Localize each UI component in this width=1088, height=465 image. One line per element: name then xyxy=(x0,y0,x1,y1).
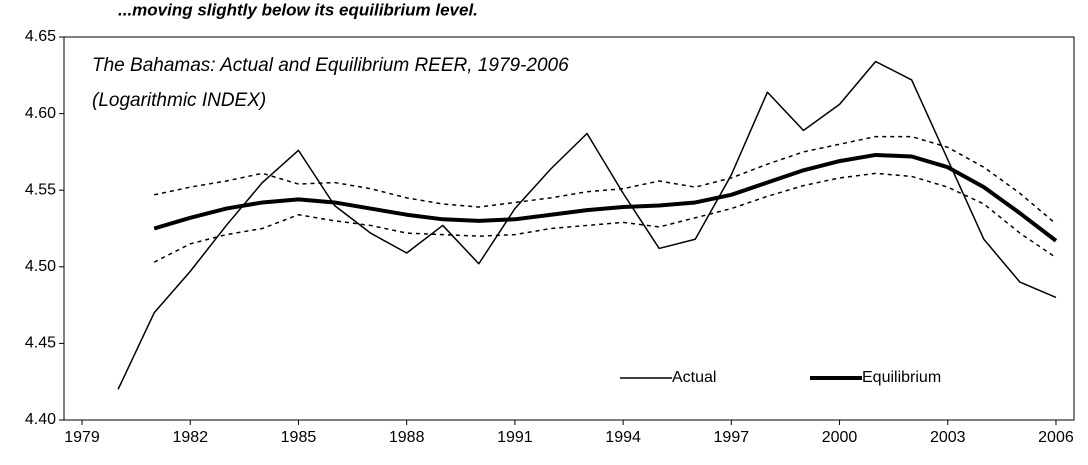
y-tick-label: 4.65 xyxy=(25,28,56,45)
y-tick-label: 4.60 xyxy=(25,105,56,122)
x-tick-label: 1994 xyxy=(605,429,641,446)
series-line xyxy=(154,135,1057,225)
y-tick-label: 4.50 xyxy=(25,258,56,275)
y-tick-label: 4.45 xyxy=(25,335,56,352)
y-tick-label: 4.55 xyxy=(25,181,56,198)
chart-title: ...moving slightly below its equilibrium… xyxy=(118,0,478,19)
x-tick-label: 1985 xyxy=(281,429,317,446)
x-tick-label: 1988 xyxy=(389,429,425,446)
chart-subtitle: (Logarithmic INDEX) xyxy=(92,90,266,111)
legend-label: Actual xyxy=(672,369,716,386)
series-line xyxy=(153,152,1058,243)
x-tick-label: 1982 xyxy=(172,429,208,446)
x-tick-label: 2003 xyxy=(930,429,966,446)
x-tick-label: 2006 xyxy=(1038,429,1074,446)
series-line xyxy=(153,172,1057,263)
chart-subtitle: The Bahamas: Actual and Equilibrium REER… xyxy=(92,55,569,76)
y-tick-label: 4.40 xyxy=(25,411,56,428)
x-tick-label: 1991 xyxy=(497,429,533,446)
series-line xyxy=(117,60,1057,390)
x-tick-label: 1979 xyxy=(64,429,100,446)
legend-label: Equilibrium xyxy=(862,369,941,386)
x-tick-label: 1997 xyxy=(714,429,750,446)
x-tick-label: 2000 xyxy=(822,429,858,446)
plot-area xyxy=(63,36,1075,421)
